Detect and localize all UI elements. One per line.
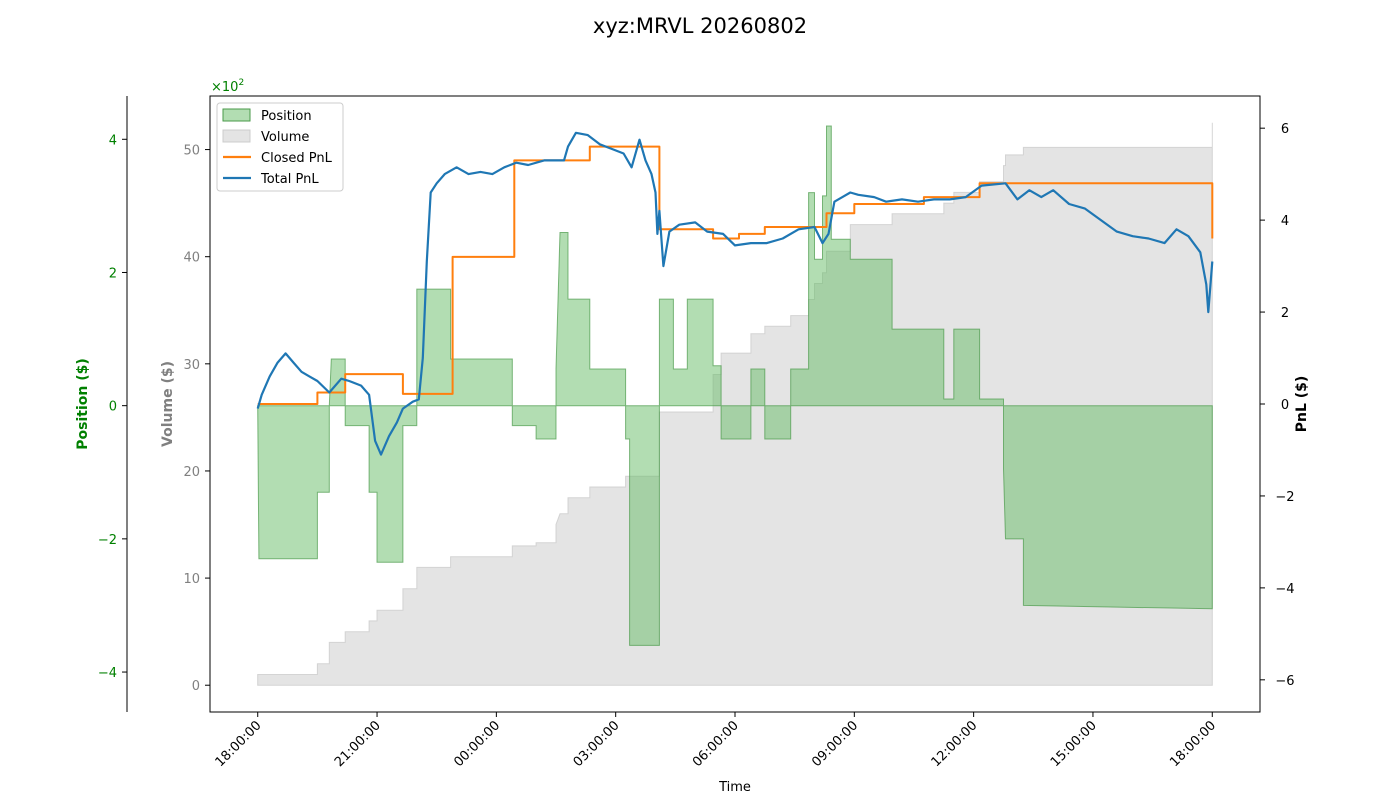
x-axis-label: Time [718,780,751,795]
volume-tick-label: 30 [183,358,200,373]
legend-box [216,102,344,192]
legend-label-closed-pnl: Closed PnL [261,151,333,166]
legend-label-total-pnl: Total PnL [260,172,319,187]
position-tick-label: −4 [98,666,117,681]
series-total-pnl-line [256,131,1214,456]
series-closed-pnl-line [257,145,1214,405]
pnl-tick-label: 6 [1281,122,1289,137]
volume-tick-label: 50 [183,144,200,159]
legend: Position Volume Closed PnL Total PnL [216,102,344,192]
x-tick-label: 09:00:00 [809,718,861,770]
legend-label-position: Position [261,109,312,124]
pnl-tick-label: 2 [1281,306,1289,321]
position-axis: −4 −2 0 2 4 [98,96,128,712]
pnl-axis-label: PnL ($) [1294,376,1310,433]
position-axis-label: Position ($) [75,358,91,450]
pnl-tick-label: 0 [1281,398,1289,413]
volume-axis: 0 10 20 30 40 50 [183,144,210,694]
volume-tick-label: 20 [183,465,200,480]
position-multiplier-exp: 2 [238,78,244,88]
series-position-area [257,125,1213,646]
x-tick-label: 03:00:00 [571,718,623,770]
pnl-tick-label: 4 [1281,214,1289,229]
x-axis: 18:00:00 21:00:00 00:00:00 03:00:00 06:00:00… [213,712,1219,770]
x-tick-label: 18:00:00 [213,718,265,770]
x-tick-label: 21:00:00 [332,718,384,770]
position-tick-label: −2 [98,533,117,548]
volume-tick-label: 10 [183,572,200,587]
legend-label-volume: Volume [261,130,309,145]
volume-tick-label: 0 [192,679,200,694]
volume-axis-label: Volume ($) [160,361,176,447]
pnl-tick-label: −6 [1275,674,1294,689]
x-tick-label: 06:00:00 [690,718,742,770]
volume-tick-label: 40 [183,251,200,266]
legend-swatch-position [222,108,251,122]
position-tick-label: 2 [109,266,117,281]
plot-areas [256,122,1214,686]
pnl-tick-label: −4 [1275,582,1294,597]
x-tick-label: 00:00:00 [451,718,503,770]
pnl-axis: −6 −4 −2 0 2 4 6 [1260,122,1295,689]
pnl-tick-label: −2 [1275,490,1294,505]
chart-title: xyz:MRVL 20260802 [593,14,807,38]
x-tick-label: 15:00:00 [1048,718,1100,770]
legend-swatch-volume [222,129,251,143]
position-multiplier: ×102 [211,78,244,95]
position-tick-label: 0 [109,400,117,415]
position-tick-label: 4 [109,133,117,148]
x-tick-label: 12:00:00 [929,718,981,770]
x-tick-label: 18:00:00 [1167,718,1219,770]
position-multiplier-base: ×10 [211,80,238,95]
